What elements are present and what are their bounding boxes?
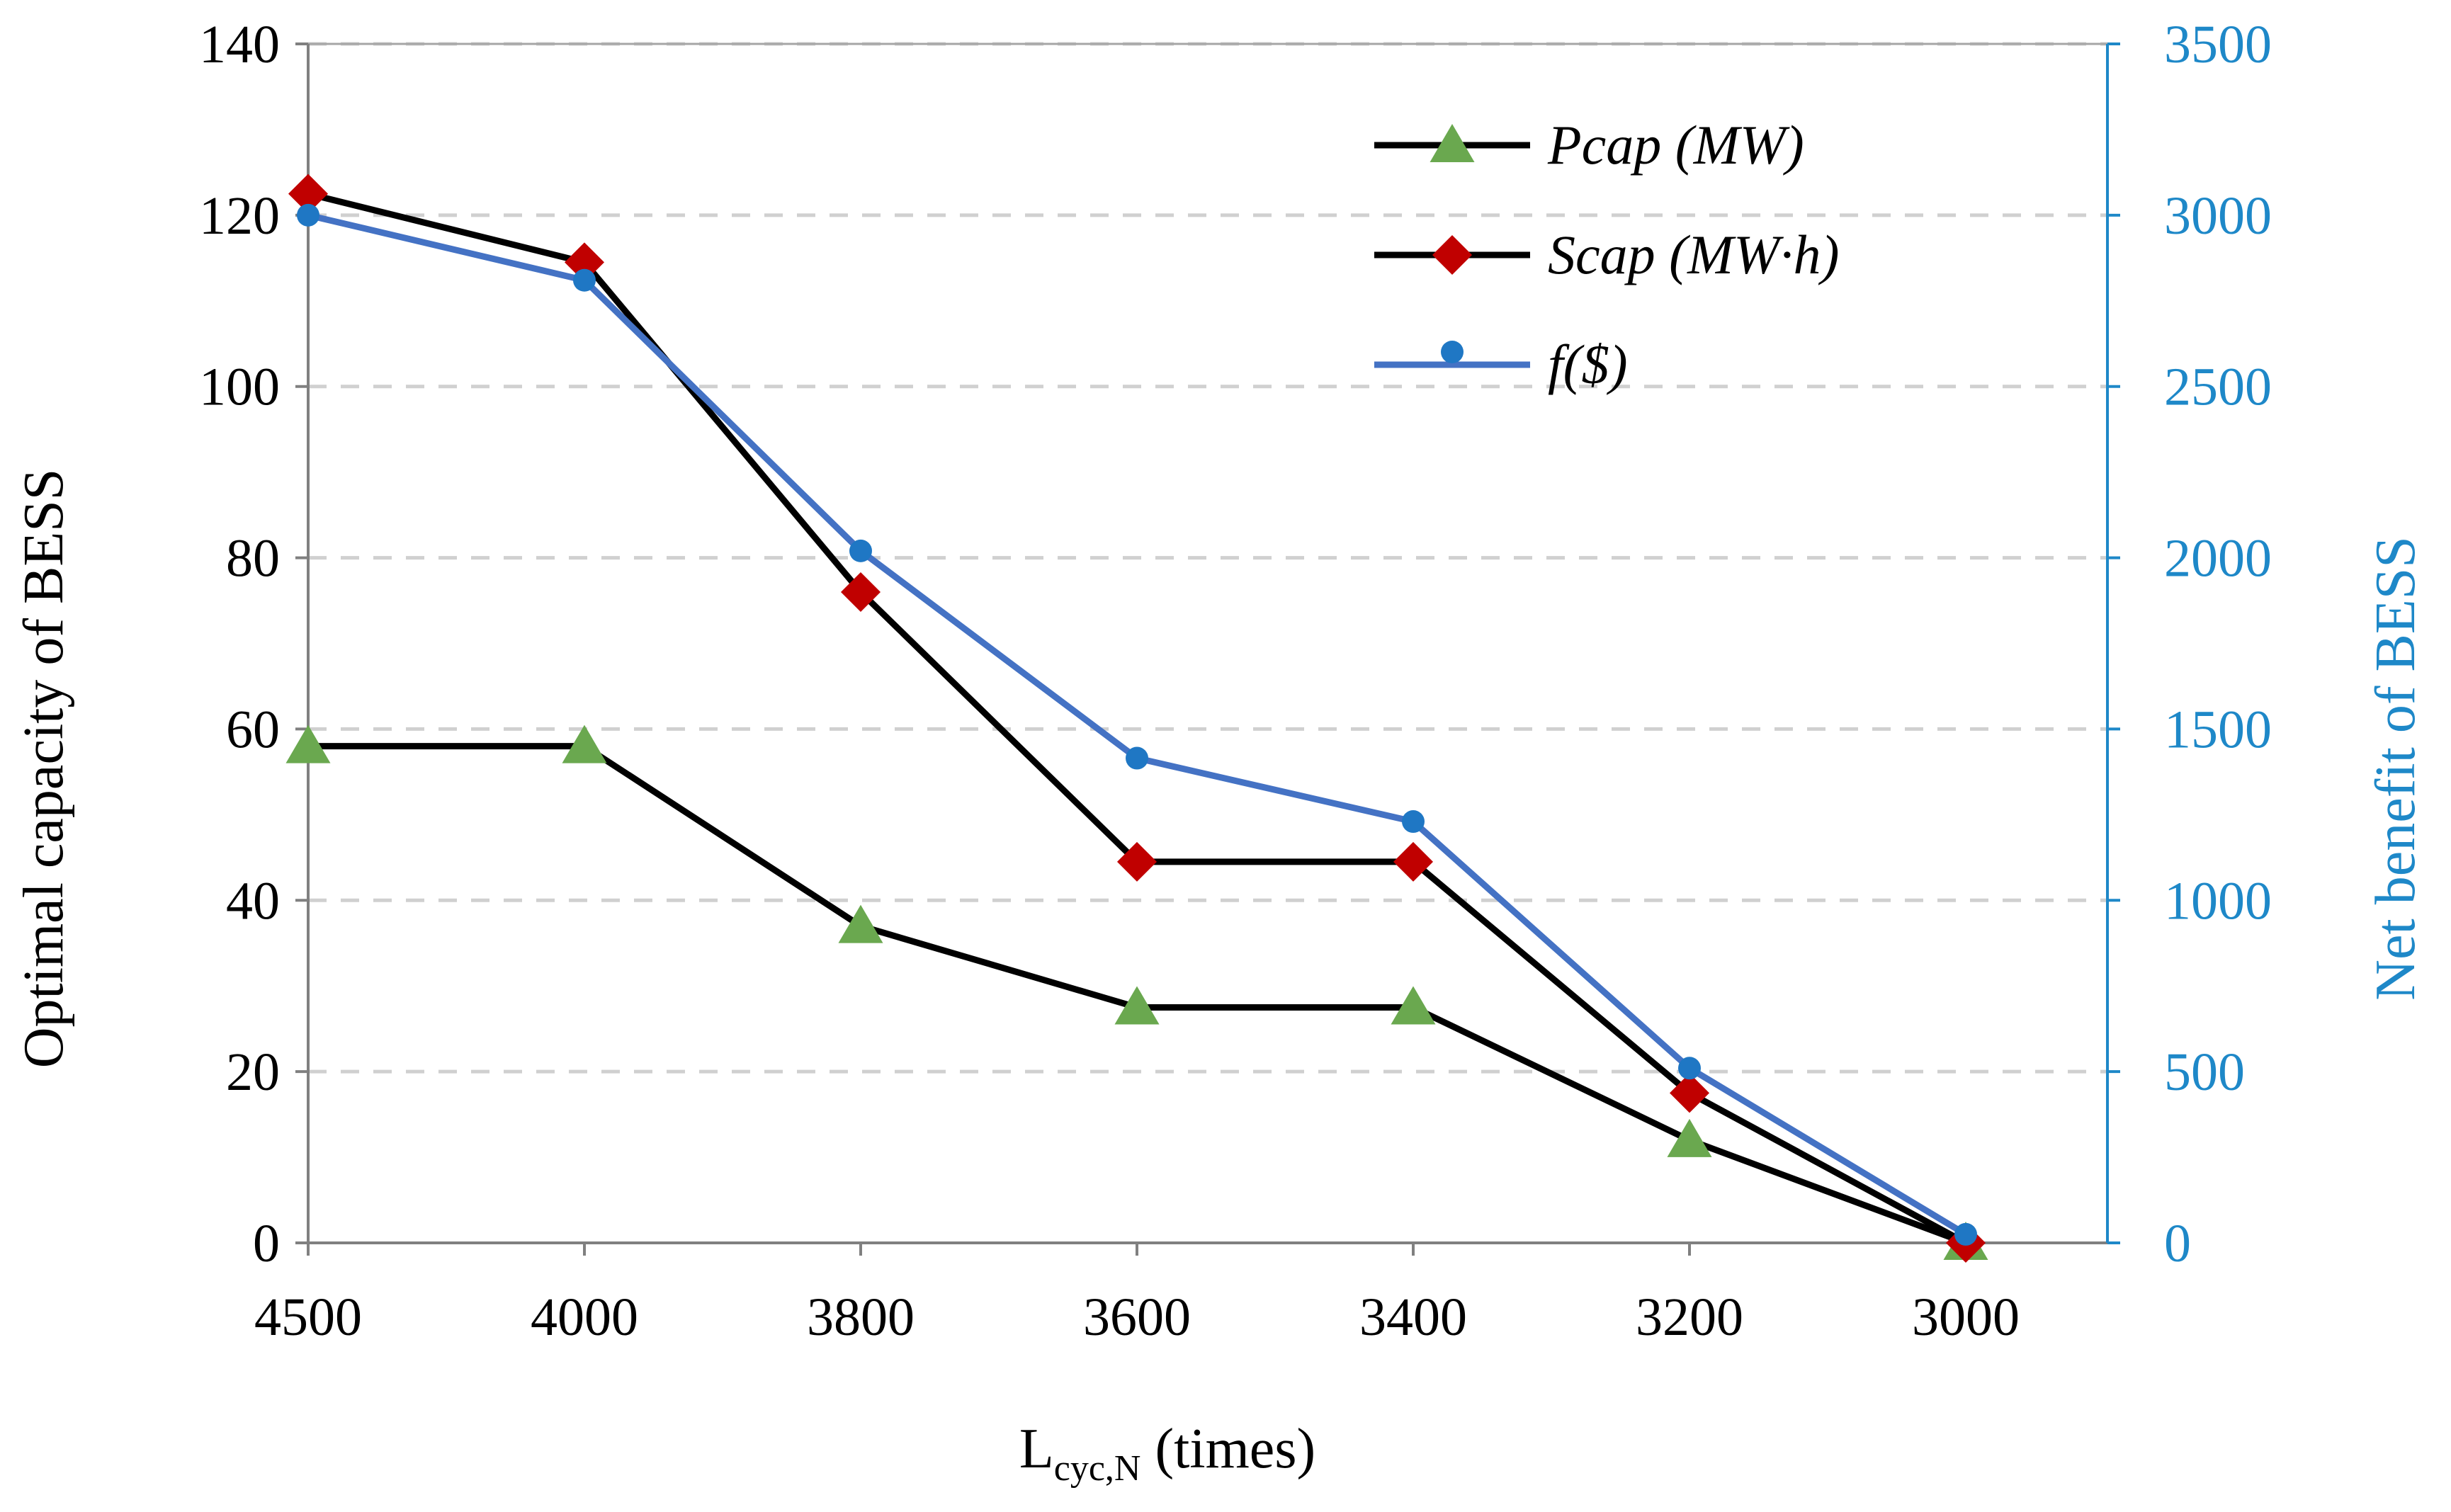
right-tick-label-2500: 2500: [2164, 358, 2272, 417]
right-tick-label-2000: 2000: [2164, 529, 2272, 589]
series-2: [297, 203, 1977, 1246]
series-0-point-3400: [1391, 986, 1436, 1025]
series-1-point-4500: [288, 174, 328, 214]
right-tick-label-0: 0: [2164, 1214, 2191, 1273]
left-tick-label-40: 40: [226, 871, 280, 931]
legend: Pcap (MW) Scap (MW·h) f($): [1374, 114, 1840, 395]
x-tick-label-3600: 3600: [1083, 1288, 1191, 1347]
series-0: [285, 724, 1988, 1260]
series-2-point-4000: [573, 268, 596, 292]
right-axis-ticks: 0 500 1000 1500 2000 2500 3000 3500: [2107, 15, 2272, 1273]
left-tick-label-120: 120: [199, 186, 280, 246]
left-axis-ticks: 0 20 40 60 80 100 120 140: [199, 15, 308, 1273]
x-axis-title-sub: cyc,N: [1054, 1448, 1141, 1489]
series-2-point-3800: [849, 539, 872, 562]
series-layer: [285, 174, 1988, 1263]
series-2-point-3000: [1954, 1222, 1977, 1246]
legend-marker-2: [1441, 341, 1464, 363]
series-1: [288, 174, 1986, 1263]
y-axis-left-title: Optimal capacity of BESS: [13, 469, 75, 1069]
x-tick-label-4000: 4000: [531, 1288, 638, 1347]
right-tick-label-1500: 1500: [2164, 700, 2272, 759]
x-axis-title: Lcyc,N (times): [1019, 1418, 1315, 1489]
legend-marker-1: [1432, 235, 1472, 275]
legend-label-1: Scap (MW·h): [1548, 224, 1840, 285]
left-tick-label-20: 20: [226, 1042, 280, 1102]
left-tick-label-60: 60: [226, 700, 280, 759]
legend-label-0: Pcap (MW): [1547, 114, 1804, 176]
x-axis-title-main: L: [1019, 1418, 1054, 1480]
series-2-point-4500: [297, 203, 319, 227]
series-1-point-3200: [1670, 1073, 1709, 1113]
left-tick-label-140: 140: [199, 15, 280, 74]
series-1-point-3400: [1393, 841, 1433, 882]
series-0-point-3200: [1667, 1118, 1712, 1157]
y-axis-right-title: Net benefit of BESS: [2365, 536, 2427, 1000]
series-0-point-4500: [285, 724, 331, 763]
left-tick-label-100: 100: [199, 358, 280, 417]
x-tick-label-3000: 3000: [1912, 1288, 2020, 1347]
x-tick-label-3200: 3200: [1636, 1288, 1743, 1347]
x-tick-label-3400: 3400: [1359, 1288, 1467, 1347]
series-1-point-3600: [1117, 841, 1157, 882]
x-axis-ticks: 4500 4000 3800 3600 3400 3200 3000: [254, 1243, 2020, 1347]
series-0-point-3600: [1114, 986, 1160, 1025]
series-2-point-3600: [1126, 746, 1148, 770]
legend-label-2: f($): [1548, 334, 1628, 395]
right-tick-label-3500: 3500: [2164, 15, 2272, 74]
series-1-point-3800: [841, 572, 881, 612]
right-tick-label-500: 500: [2164, 1042, 2245, 1102]
plot-frame: [307, 42, 2109, 1244]
series-1-point-4000: [565, 242, 604, 283]
series-line-2: [307, 212, 1968, 1237]
right-tick-label-1000: 1000: [2164, 871, 2272, 931]
x-tick-label-3800: 3800: [807, 1288, 915, 1347]
series-2-point-3400: [1402, 810, 1425, 834]
series-0-point-3800: [838, 904, 883, 943]
series-0-point-4000: [562, 724, 607, 763]
legend-marker-0: [1430, 124, 1475, 162]
x-tick-label-4500: 4500: [254, 1288, 362, 1347]
right-tick-label-3000: 3000: [2164, 186, 2272, 246]
left-tick-label-0: 0: [253, 1214, 280, 1273]
left-tick-label-80: 80: [226, 529, 280, 589]
x-axis-title-suffix: (times): [1140, 1418, 1315, 1480]
gridlines: [308, 42, 2107, 1074]
series-2-point-3200: [1678, 1057, 1701, 1080]
